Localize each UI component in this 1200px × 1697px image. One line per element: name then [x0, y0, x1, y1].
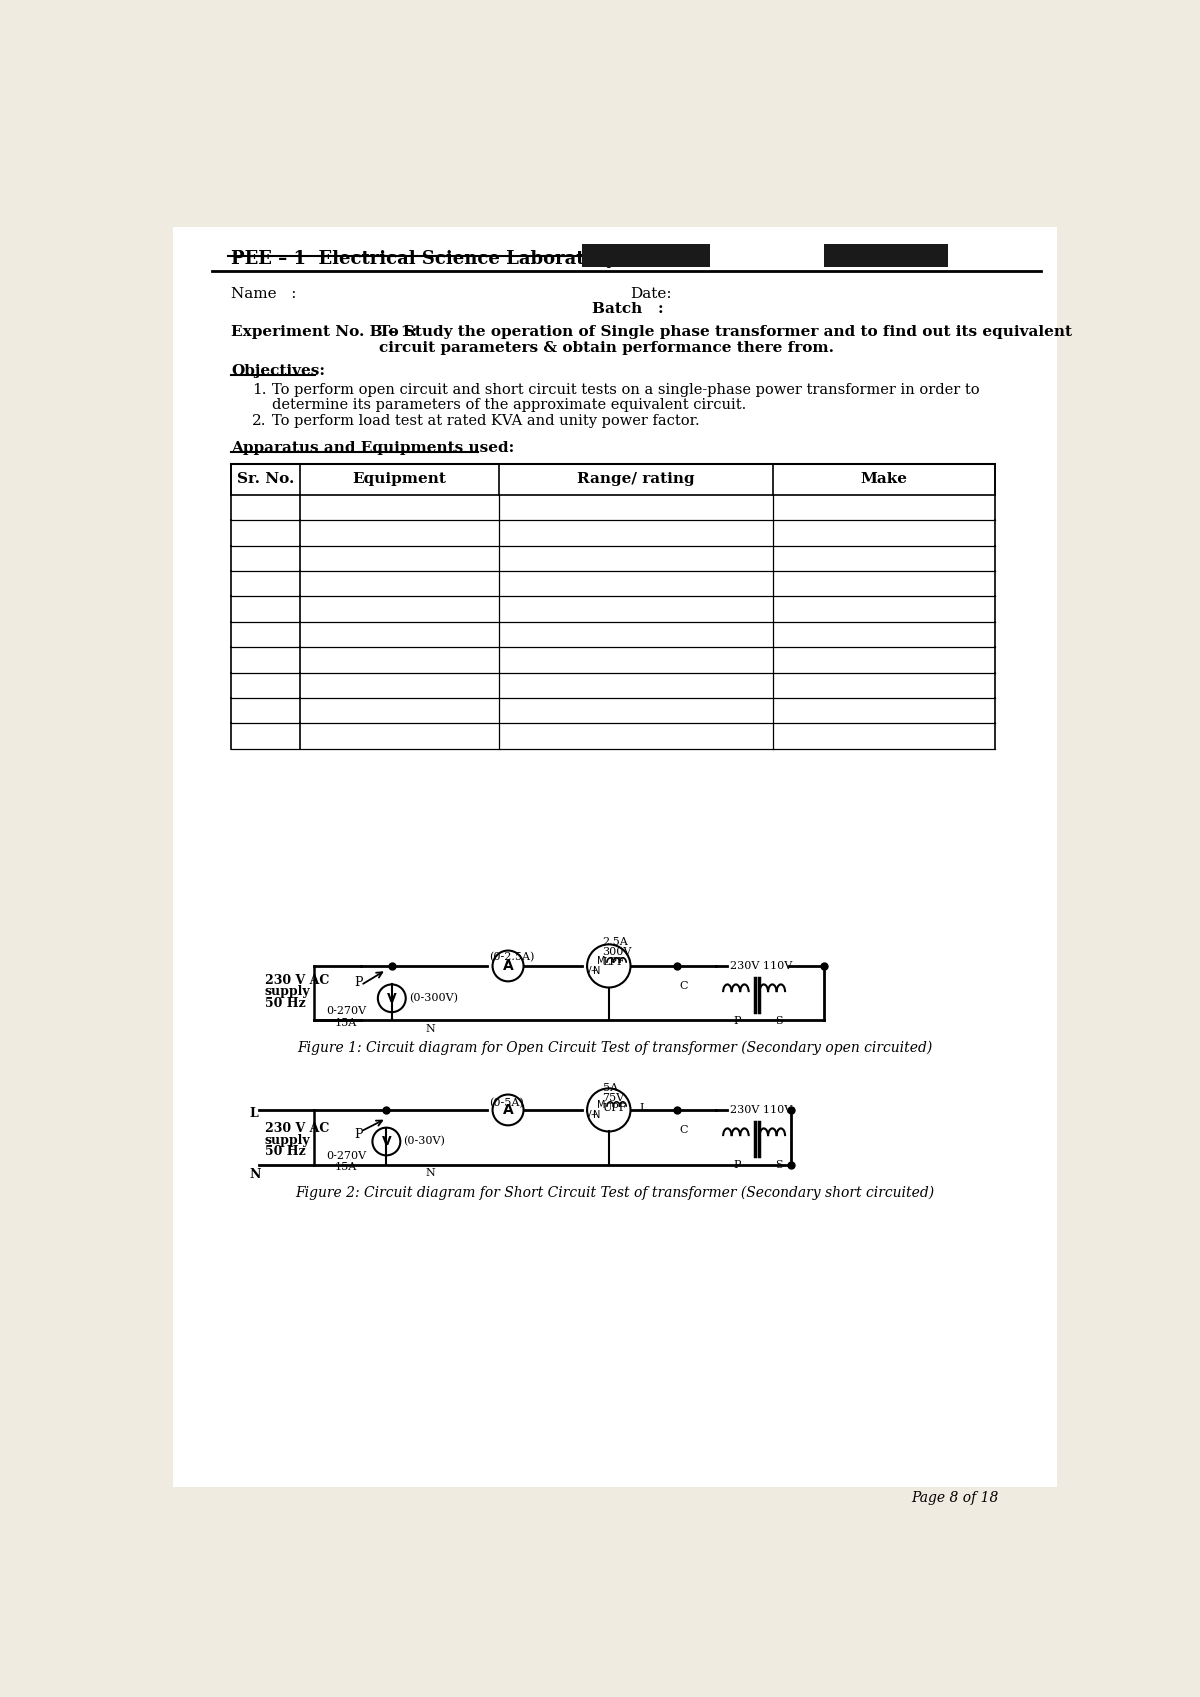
- Circle shape: [587, 1088, 630, 1132]
- Text: P: P: [355, 976, 364, 989]
- Text: P: P: [733, 1161, 742, 1169]
- Text: supply: supply: [265, 986, 311, 998]
- Text: Date:: Date:: [630, 287, 672, 300]
- Text: circuit parameters & obtain performance there from.: circuit parameters & obtain performance …: [379, 341, 834, 355]
- Bar: [232, 463, 995, 496]
- Text: supply: supply: [265, 1134, 311, 1147]
- Text: Batch   :: Batch :: [592, 302, 664, 316]
- Text: 75V: 75V: [602, 1093, 625, 1103]
- Text: N: N: [425, 1025, 434, 1035]
- Text: 1.: 1.: [252, 384, 266, 397]
- Circle shape: [378, 984, 406, 1011]
- Text: 300V: 300V: [602, 947, 632, 957]
- Text: M: M: [596, 957, 605, 966]
- Text: To perform load test at rated KVA and unity power factor.: To perform load test at rated KVA and un…: [272, 414, 700, 428]
- Text: V+: V+: [586, 1110, 598, 1118]
- Text: C: C: [679, 1125, 688, 1135]
- Text: S: S: [775, 1161, 784, 1169]
- Text: Apparatus and Equipments used:: Apparatus and Equipments used:: [232, 441, 515, 455]
- Text: M: M: [596, 1100, 605, 1110]
- Text: V: V: [386, 991, 397, 1005]
- Text: determine its parameters of the approximate equivalent circuit.: determine its parameters of the approxim…: [272, 399, 746, 412]
- Text: Figure 1: Circuit diagram for Open Circuit Test of transformer (Secondary open c: Figure 1: Circuit diagram for Open Circu…: [298, 1040, 932, 1056]
- Text: Page 8 of 18: Page 8 of 18: [911, 1492, 998, 1505]
- Text: N: N: [594, 1110, 601, 1120]
- Text: PEE – 1  Electrical Science Laboratory: PEE – 1 Electrical Science Laboratory: [232, 249, 617, 268]
- Text: 50 Hz: 50 Hz: [265, 996, 305, 1010]
- Text: P: P: [733, 1017, 742, 1027]
- Text: 15A: 15A: [335, 1018, 356, 1027]
- Text: (0-2.5A): (0-2.5A): [488, 952, 534, 962]
- Text: 230V 110V: 230V 110V: [730, 1105, 792, 1115]
- Text: N: N: [425, 1169, 434, 1178]
- Circle shape: [492, 1095, 523, 1125]
- Text: UPF: UPF: [602, 1103, 628, 1113]
- Circle shape: [372, 1127, 401, 1156]
- Text: Experiment No. B – 1:: Experiment No. B – 1:: [232, 326, 418, 339]
- Text: V+: V+: [586, 966, 598, 976]
- Text: P: P: [355, 1127, 364, 1140]
- Circle shape: [492, 950, 523, 981]
- Text: 2.: 2.: [252, 414, 266, 428]
- Circle shape: [587, 944, 630, 988]
- Text: 50 Hz: 50 Hz: [265, 1145, 305, 1159]
- Text: 0-270V: 0-270V: [326, 1006, 367, 1017]
- Text: 230 V AC: 230 V AC: [265, 974, 329, 986]
- Text: L: L: [250, 1106, 258, 1120]
- Text: A: A: [503, 959, 514, 972]
- Text: 5A: 5A: [602, 1083, 618, 1093]
- Text: (0-300V): (0-300V): [409, 993, 458, 1003]
- Text: N: N: [594, 966, 601, 976]
- Text: To Study the operation of Single phase transformer and to find out its equivalen: To Study the operation of Single phase t…: [379, 326, 1072, 339]
- Text: 2.5A: 2.5A: [602, 937, 629, 947]
- Text: L: L: [640, 1103, 647, 1113]
- Bar: [824, 244, 948, 266]
- Text: To perform open circuit and short circuit tests on a single-phase power transfor: To perform open circuit and short circui…: [272, 384, 980, 397]
- Text: Figure 2: Circuit diagram for Short Circuit Test of transformer (Secondary short: Figure 2: Circuit diagram for Short Circ…: [295, 1186, 935, 1200]
- Text: V: V: [382, 1135, 391, 1147]
- Text: Objectives:: Objectives:: [232, 363, 325, 378]
- Text: C: C: [679, 981, 688, 991]
- Text: Name   :: Name :: [232, 287, 296, 300]
- Text: (0-30V): (0-30V): [403, 1137, 445, 1147]
- Text: A: A: [503, 1103, 514, 1117]
- Text: 0-270V: 0-270V: [326, 1151, 367, 1161]
- Text: Range/ rating: Range/ rating: [577, 472, 695, 487]
- Text: 230V 110V: 230V 110V: [730, 961, 792, 971]
- Text: 230 V AC: 230 V AC: [265, 1122, 329, 1135]
- Text: LPF: LPF: [602, 957, 625, 967]
- Text: S: S: [775, 1017, 784, 1027]
- Text: Equipment: Equipment: [353, 472, 446, 487]
- Text: (0-5A): (0-5A): [488, 1098, 523, 1108]
- Text: Make: Make: [860, 472, 907, 487]
- Text: 15A: 15A: [335, 1162, 356, 1173]
- Text: N: N: [250, 1169, 260, 1181]
- Text: Sr. No.: Sr. No.: [238, 472, 294, 487]
- Bar: [582, 244, 710, 266]
